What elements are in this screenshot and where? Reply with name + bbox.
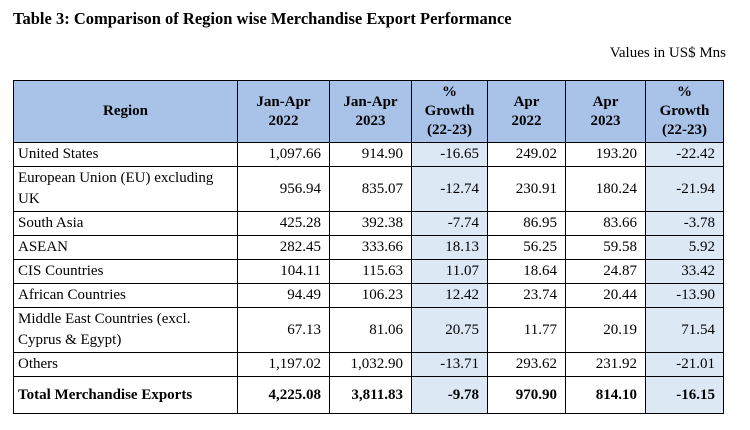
apr-2023-cell: 83.66	[565, 211, 646, 236]
units-note: Values in US$ Mns	[609, 45, 726, 61]
apr-2022-cell: 249.02	[487, 142, 566, 167]
region-cell: Others	[13, 352, 238, 377]
table-row: United States 1,097.66 914.90 -16.65 249…	[13, 142, 724, 167]
jan-apr-2023-cell: 115.63	[329, 259, 412, 284]
growth-jan-apr-cell: -13.71	[411, 352, 488, 377]
growth-apr-cell: -21.01	[645, 352, 724, 377]
jan-apr-2023-cell: 392.38	[329, 211, 412, 236]
apr-2022-cell: 293.62	[487, 352, 566, 377]
table-title: Table 3: Comparison of Region wise Merch…	[13, 9, 512, 28]
total-apr-2022: 970.90	[487, 376, 566, 414]
growth-jan-apr-cell: 20.75	[411, 307, 488, 353]
jan-apr-2023-cell: 106.23	[329, 283, 412, 308]
jan-apr-2022-cell: 1,197.02	[237, 352, 330, 377]
header-apr-2022: Apr 2022	[487, 80, 566, 143]
growth-jan-apr-cell: -16.65	[411, 142, 488, 167]
apr-2022-cell: 56.25	[487, 235, 566, 260]
region-cell: African Countries	[13, 283, 238, 308]
total-jan-apr-2022: 4,225.08	[237, 376, 330, 414]
jan-apr-2023-cell: 914.90	[329, 142, 412, 167]
apr-2022-cell: 86.95	[487, 211, 566, 236]
growth-apr-cell: 71.54	[645, 307, 724, 353]
header-apr-2023: Apr 2023	[565, 80, 646, 143]
growth-jan-apr-cell: 11.07	[411, 259, 488, 284]
growth-jan-apr-cell: 12.42	[411, 283, 488, 308]
apr-2022-cell: 18.64	[487, 259, 566, 284]
table-row: African Countries 94.49 106.23 12.42 23.…	[13, 283, 724, 308]
jan-apr-2023-cell: 1,032.90	[329, 352, 412, 377]
apr-2022-cell: 230.91	[487, 166, 566, 212]
region-cell: ASEAN	[13, 235, 238, 260]
table-row: European Union (EU) excluding UK 956.94 8…	[13, 166, 724, 212]
region-cell: Middle East Countries (excl. Cyprus & Egy…	[13, 307, 238, 353]
table-row: South Asia 425.28 392.38 -7.74 86.95 83.…	[13, 211, 724, 236]
growth-apr-cell: -21.94	[645, 166, 724, 212]
total-row: Total Merchandise Exports 4,225.08 3,811…	[13, 376, 724, 414]
header-growth-jan-apr: % Growth (22-23)	[411, 80, 488, 143]
jan-apr-2022-cell: 94.49	[237, 283, 330, 308]
apr-2023-cell: 59.58	[565, 235, 646, 260]
export-table: Region Jan-Apr 2022 Jan-Apr 2023 % Growth (2…	[13, 80, 724, 414]
total-apr-2023: 814.10	[565, 376, 646, 414]
total-growth-jan-apr: -9.78	[411, 376, 488, 414]
region-cell: United States	[13, 142, 238, 167]
total-jan-apr-2023: 3,811.83	[329, 376, 412, 414]
jan-apr-2023-cell: 835.07	[329, 166, 412, 212]
growth-apr-cell: 33.42	[645, 259, 724, 284]
region-cell: South Asia	[13, 211, 238, 236]
total-growth-apr: -16.15	[645, 376, 724, 414]
table-row: Others 1,197.02 1,032.90 -13.71 293.62 2…	[13, 352, 724, 377]
table-row: CIS Countries 104.11 115.63 11.07 18.64 …	[13, 259, 724, 284]
jan-apr-2023-cell: 333.66	[329, 235, 412, 260]
jan-apr-2022-cell: 956.94	[237, 166, 330, 212]
apr-2023-cell: 20.44	[565, 283, 646, 308]
growth-apr-cell: -13.90	[645, 283, 724, 308]
header-row: Region Jan-Apr 2022 Jan-Apr 2023 % Growth (2…	[13, 80, 724, 143]
apr-2023-cell: 24.87	[565, 259, 646, 284]
jan-apr-2022-cell: 104.11	[237, 259, 330, 284]
region-cell: European Union (EU) excluding UK	[13, 166, 238, 212]
header-region: Region	[13, 80, 238, 143]
jan-apr-2022-cell: 1,097.66	[237, 142, 330, 167]
growth-jan-apr-cell: -7.74	[411, 211, 488, 236]
region-cell: CIS Countries	[13, 259, 238, 284]
total-label: Total Merchandise Exports	[13, 376, 238, 414]
jan-apr-2022-cell: 282.45	[237, 235, 330, 260]
header-jan-apr-2023: Jan-Apr 2023	[329, 80, 412, 143]
growth-apr-cell: -3.78	[645, 211, 724, 236]
apr-2022-cell: 11.77	[487, 307, 566, 353]
apr-2023-cell: 180.24	[565, 166, 646, 212]
header-growth-apr: % Growth (22-23)	[645, 80, 724, 143]
growth-jan-apr-cell: 18.13	[411, 235, 488, 260]
apr-2022-cell: 23.74	[487, 283, 566, 308]
apr-2023-cell: 193.20	[565, 142, 646, 167]
table-row: Middle East Countries (excl. Cyprus & Egy…	[13, 307, 724, 353]
header-jan-apr-2022: Jan-Apr 2022	[237, 80, 330, 143]
table-row: ASEAN 282.45 333.66 18.13 56.25 59.58 5.…	[13, 235, 724, 260]
apr-2023-cell: 20.19	[565, 307, 646, 353]
jan-apr-2023-cell: 81.06	[329, 307, 412, 353]
growth-apr-cell: 5.92	[645, 235, 724, 260]
apr-2023-cell: 231.92	[565, 352, 646, 377]
growth-apr-cell: -22.42	[645, 142, 724, 167]
jan-apr-2022-cell: 67.13	[237, 307, 330, 353]
growth-jan-apr-cell: -12.74	[411, 166, 488, 212]
jan-apr-2022-cell: 425.28	[237, 211, 330, 236]
